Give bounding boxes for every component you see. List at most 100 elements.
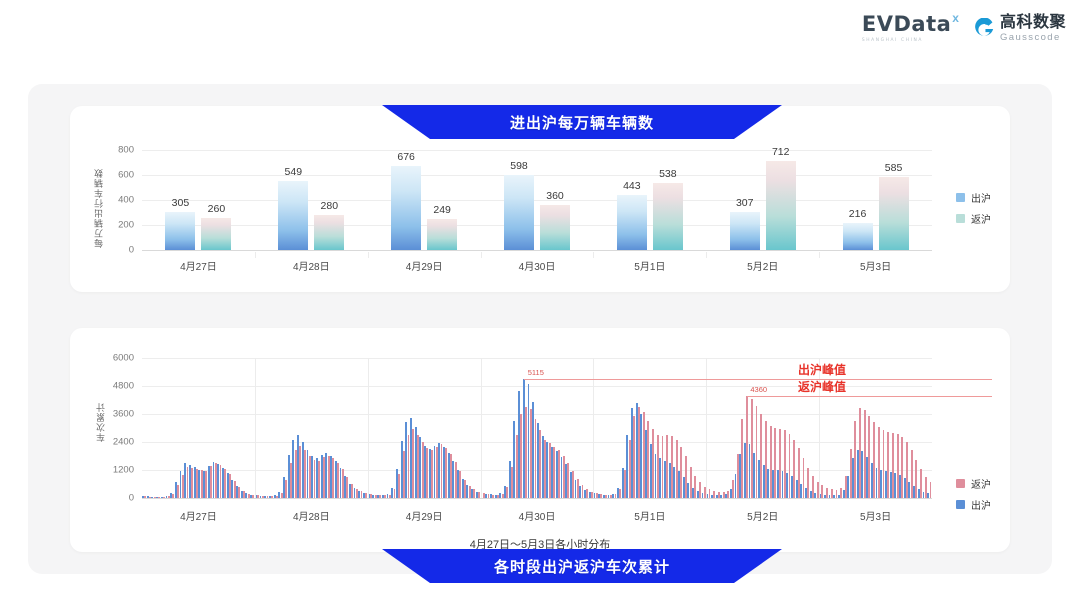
chart2-hour-bar-out bbox=[734, 473, 737, 498]
chart2-hour-bar-return bbox=[285, 480, 288, 498]
chart2-hour-bar-return bbox=[379, 495, 382, 498]
chart1-bar-label: 307 bbox=[735, 196, 754, 209]
chart2-hour-bar-return bbox=[812, 475, 814, 498]
chart2-hour-bar-out bbox=[842, 489, 845, 498]
chart2-legend-item-出沪[interactable]: 出沪 bbox=[956, 497, 991, 512]
gausscode-mark-icon bbox=[975, 17, 994, 36]
chart2-hour-bar-out bbox=[602, 494, 605, 498]
chart2-gridline bbox=[142, 414, 932, 415]
chart2-hour-bar-out bbox=[875, 467, 878, 498]
chart1-y-tick: 800 bbox=[118, 144, 134, 156]
chart2-hour-bar-out bbox=[612, 494, 615, 498]
chart2-hour-bar-return bbox=[849, 449, 852, 498]
chart2-hour-bar-out bbox=[560, 457, 563, 498]
chart2-hour-bar-return bbox=[675, 440, 678, 498]
chart2-hour-bar-return bbox=[910, 450, 913, 498]
chart2-hour-bar-return bbox=[313, 459, 316, 498]
chart2-hour-bar-return bbox=[290, 463, 292, 498]
chart2-hour-bar-out bbox=[659, 458, 662, 498]
chart2-hour-bar-return bbox=[402, 451, 405, 498]
chart2-hour-bar-out bbox=[189, 464, 191, 498]
chart2-hour-bar-return bbox=[647, 421, 650, 498]
chart2-hour-bar-out bbox=[447, 452, 450, 498]
chart2-hour-bar-return bbox=[205, 471, 208, 498]
chart2-hour-bar-out bbox=[790, 475, 793, 498]
chart2-hour-bar-return bbox=[633, 416, 636, 498]
chart2-hour-bar-return bbox=[830, 489, 833, 498]
chart2-hour-bar-return bbox=[605, 494, 607, 498]
chart2-hour-bar-out bbox=[537, 423, 539, 498]
chart1-bar-出沪-4月27日 bbox=[165, 211, 196, 250]
chart2-hour-bar-return bbox=[351, 484, 354, 498]
chart2-day-separator bbox=[367, 358, 369, 498]
chart2-hour-bar-return bbox=[703, 486, 706, 498]
chart2-hour-bar-return bbox=[882, 430, 885, 498]
chart2-legend-label: 返沪 bbox=[971, 480, 991, 491]
gausscode-logo-cn: 高科数聚 bbox=[999, 13, 1066, 31]
chart2-hour-bar-return bbox=[755, 405, 758, 498]
chart1-gridline bbox=[142, 200, 932, 201]
chart2-hour-bar-return bbox=[896, 433, 899, 498]
chart2-x-tick-4月29日: 4月29日 bbox=[405, 512, 443, 523]
chart2-hour-bar-out bbox=[927, 493, 930, 498]
chart2-hour-bar-return bbox=[294, 450, 297, 498]
chart2-hour-bar-return bbox=[454, 461, 457, 498]
chart1-legend-item-返沪[interactable]: 返沪 bbox=[956, 211, 991, 226]
chart1-x-tick-4月28日: 4月28日 bbox=[292, 262, 330, 273]
chart2-legend-item-返沪[interactable]: 返沪 bbox=[956, 476, 991, 491]
chart2-hour-bar-out bbox=[837, 494, 840, 498]
chart2-hour-bar-out bbox=[908, 481, 911, 498]
chart2-hour-bar-out bbox=[353, 488, 356, 498]
chart2-hour-bar-return bbox=[224, 468, 227, 498]
chart1-legend-item-出沪[interactable]: 出沪 bbox=[956, 190, 991, 205]
chart2-hour-bar-out bbox=[330, 456, 332, 498]
chart2-hour-bar-out bbox=[363, 493, 365, 498]
chart2-hour-bar-return bbox=[492, 494, 495, 498]
chart2-hour-bar-out bbox=[856, 450, 859, 498]
chart2-hour-bar-return bbox=[924, 476, 927, 498]
chart2-hour-bar-out bbox=[607, 494, 610, 498]
chart2-hour-bar-out bbox=[165, 495, 168, 498]
chart2-hour-bar-out bbox=[250, 494, 253, 498]
chart2-legend: 返沪出沪 bbox=[956, 476, 991, 512]
evdata-logo-subtitle: SHANGHAI CHINA bbox=[861, 38, 923, 43]
chart1-legend: 出沪 返沪 bbox=[956, 190, 991, 226]
chart2-peak-label-返沪峰值: 返沪峰值 bbox=[798, 380, 847, 395]
chart2-hour-bar-return bbox=[261, 495, 264, 498]
chart2-hour-bar-return bbox=[581, 485, 584, 498]
chart2-hour-bar-out bbox=[673, 466, 676, 498]
chart2-day-separator bbox=[480, 358, 482, 498]
gausscode-logo: 高科数聚 Gausscode bbox=[973, 13, 1066, 43]
chart2-hour-bar-return bbox=[638, 407, 640, 498]
chart2-hour-bar-return bbox=[196, 469, 198, 498]
chart2-hour-bar-return bbox=[694, 475, 697, 498]
chart2-hour-bar-return bbox=[548, 443, 551, 498]
chart2-y-tick: 1200 bbox=[112, 464, 134, 476]
chart2-x-tick-5月2日: 5月2日 bbox=[747, 512, 779, 523]
chart2-hour-bar-return bbox=[779, 429, 781, 498]
chart2-hour-bar-out bbox=[715, 494, 718, 498]
chart2-hour-bar-out bbox=[419, 437, 422, 498]
chart2-hour-bar-out bbox=[297, 435, 300, 498]
chart2-hour-bar-out bbox=[645, 430, 648, 498]
chart2-hour-bar-out bbox=[513, 421, 516, 498]
chart2-hour-bar-return bbox=[200, 470, 203, 498]
chart2-hour-bar-return bbox=[609, 495, 612, 498]
chart1-bar-label: 305 bbox=[171, 196, 190, 209]
chart2-hour-bar-return bbox=[760, 414, 763, 498]
chart2-hour-bar-return bbox=[750, 398, 753, 498]
chart1-tick-mark bbox=[593, 252, 595, 258]
chart1-axis-line bbox=[142, 250, 932, 251]
chart2-hour-bar-out bbox=[725, 494, 727, 498]
chart2-hour-bar-return bbox=[355, 488, 358, 498]
chart2-hour-bar-out bbox=[160, 496, 163, 498]
chart2-peak-line-返沪峰值 bbox=[746, 396, 992, 398]
chart1-bar-出沪-5月3日 bbox=[842, 223, 873, 250]
chart2-hour-bar-out bbox=[221, 467, 224, 498]
chart1-x-tick-4月29日: 4月29日 bbox=[405, 262, 443, 273]
chart2-hour-bar-out bbox=[786, 472, 789, 498]
chart1-title-banner: 进出沪每万辆车辆数 bbox=[382, 105, 782, 139]
evdata-logo-text: EVData bbox=[861, 12, 952, 36]
chart-card-hourly-trips: 各时段出沪返沪车次累计 车次累计 0 1200 2400 3600 4800 6000 4月… bbox=[70, 328, 1010, 583]
chart2-hour-bar-return bbox=[252, 494, 255, 498]
